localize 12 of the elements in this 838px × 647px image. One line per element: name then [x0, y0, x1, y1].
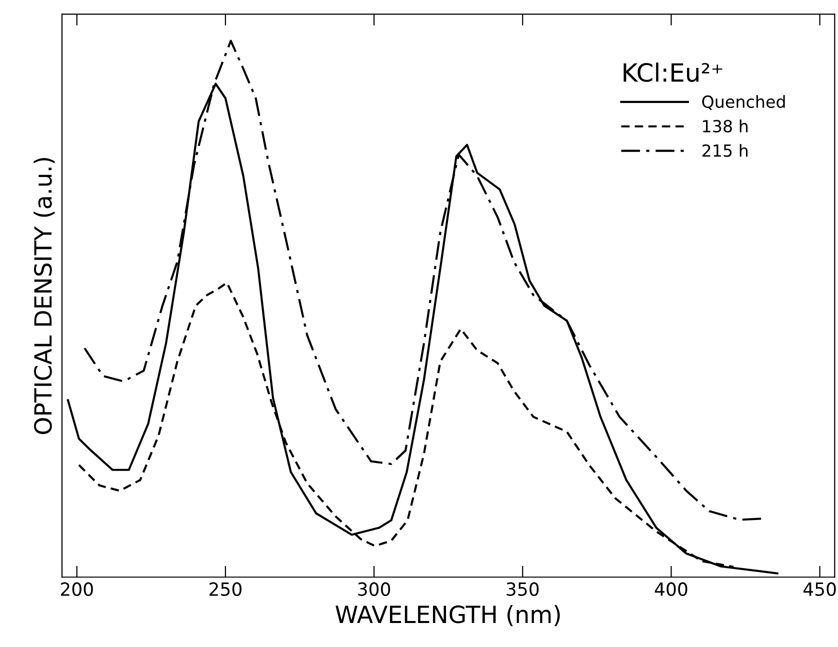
y-axis-title: OPTICAL DENSITY (a.u.) [34, 158, 55, 434]
x-tick-label: 300 [358, 582, 390, 596]
legend-title: KCl:Eu²⁺ [624, 62, 722, 82]
x-tick-label: 200 [60, 582, 93, 596]
x-tick-label: 450 [803, 582, 836, 596]
x-tick-label: 250 [210, 582, 242, 596]
x-tick-label: 350 [506, 582, 539, 596]
x-axis-title: WAVELENGTH (nm) [336, 605, 560, 626]
x-tick-label: 400 [654, 582, 688, 596]
legend-label: 215 h [702, 144, 748, 157]
legend-label: 138 h [703, 120, 748, 132]
legend-label: Quenched [702, 95, 785, 110]
